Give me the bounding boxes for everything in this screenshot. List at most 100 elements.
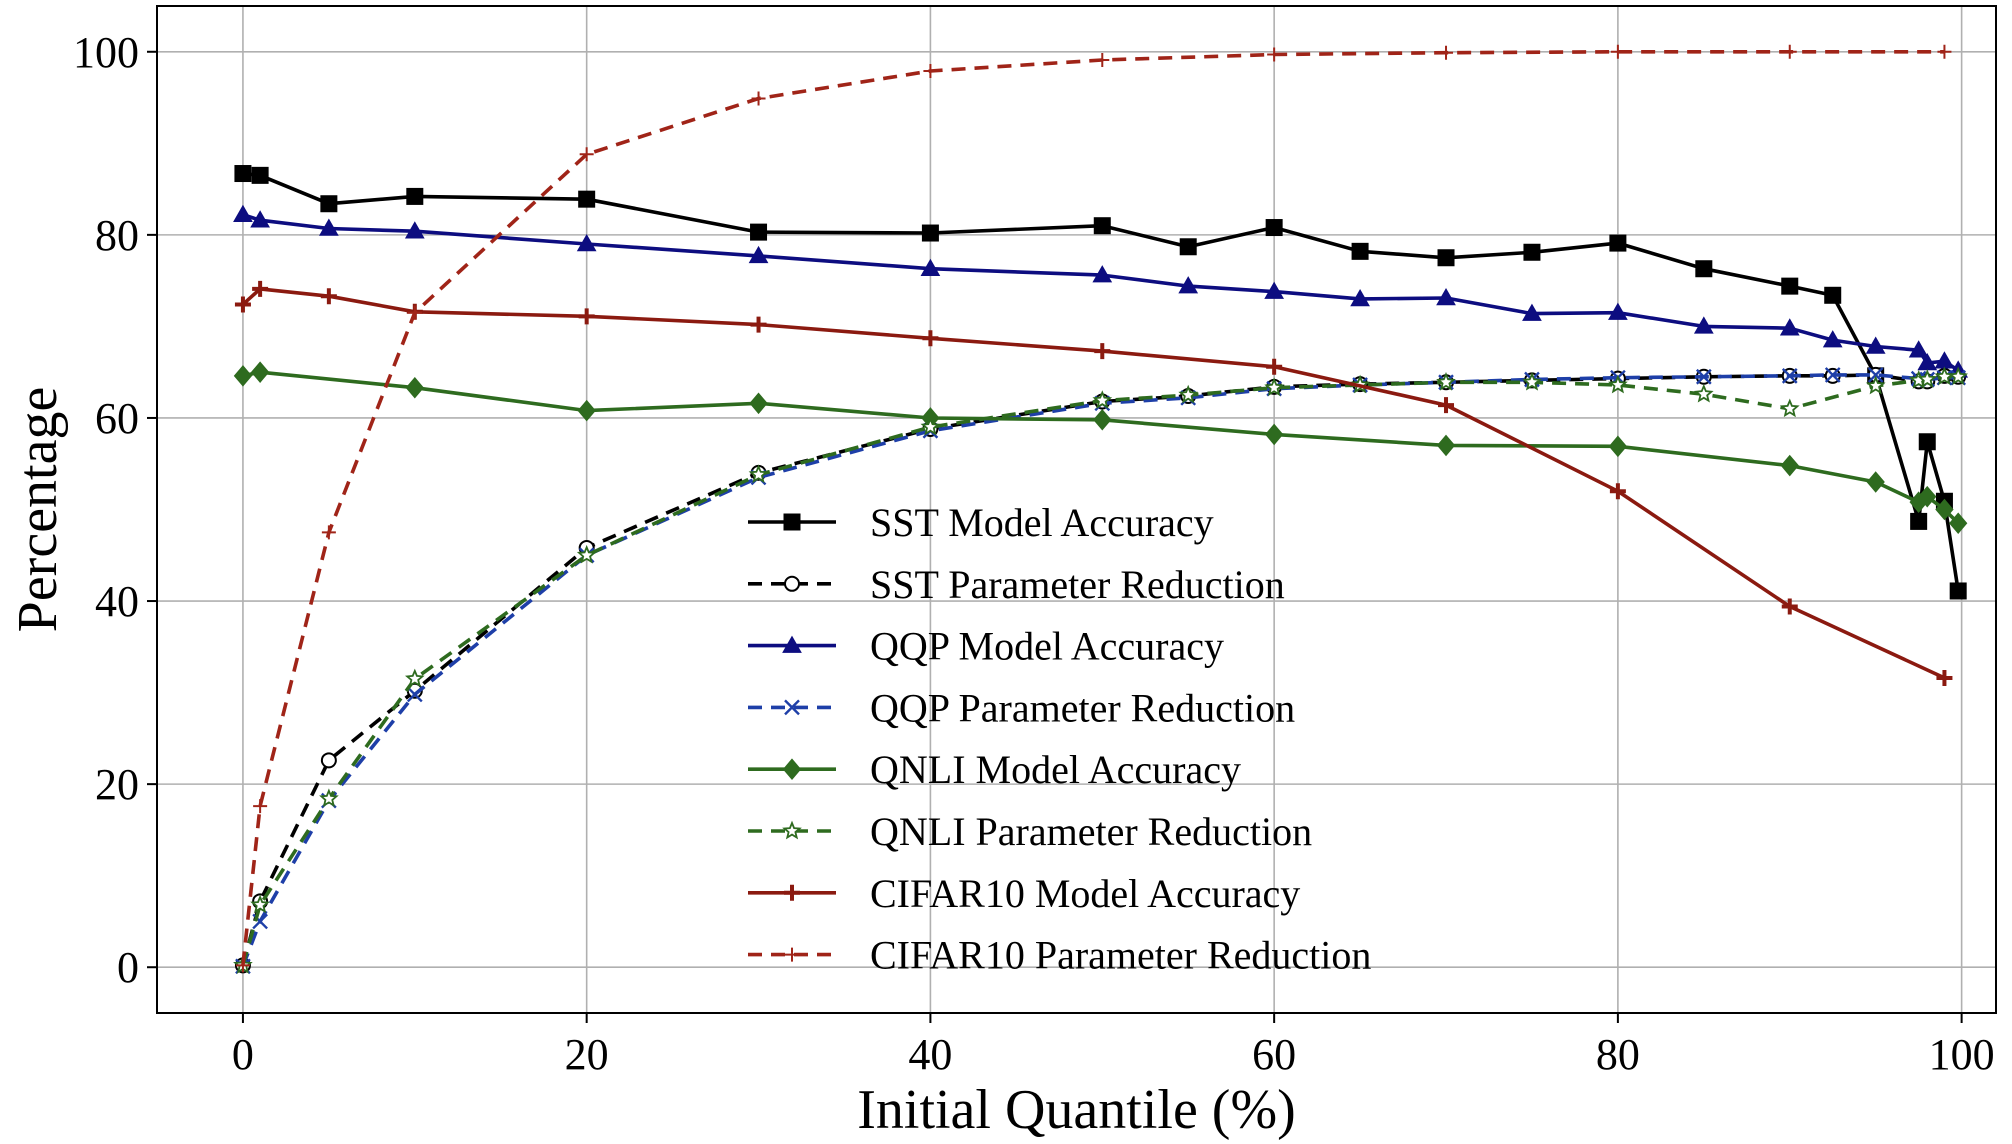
data-point	[407, 305, 422, 320]
series-line	[241, 373, 1959, 966]
legend-item: QNLI Model Accuracy	[748, 747, 1241, 792]
data-point	[252, 280, 269, 297]
data-point	[922, 330, 939, 347]
data-point	[1824, 367, 1841, 383]
y-tick-label: 80	[95, 211, 139, 260]
series-cifar10-parameter-reduction	[235, 44, 1952, 973]
data-point	[319, 218, 339, 236]
data-point	[1866, 471, 1885, 493]
data-point	[1267, 47, 1282, 62]
data-point	[320, 752, 337, 769]
series-line	[242, 212, 1960, 372]
y-tick-label: 60	[95, 394, 139, 443]
data-point	[750, 316, 767, 333]
x-axis-label: Initial Quantile (%)	[857, 1079, 1296, 1141]
legend-label: SST Model Accuracy	[870, 500, 1214, 545]
legend-item: CIFAR10 Model Accuracy	[748, 871, 1300, 916]
legend-marker	[784, 699, 800, 716]
data-point	[1351, 242, 1369, 260]
data-point	[751, 91, 766, 106]
legend-marker	[782, 635, 802, 653]
data-point	[1094, 343, 1111, 360]
data-point	[1693, 383, 1714, 403]
data-point	[1522, 372, 1542, 391]
x-tick-label: 100	[1929, 1030, 1995, 1079]
data-point	[1779, 318, 1800, 336]
data-point	[921, 224, 939, 242]
x-tick-label: 20	[565, 1030, 609, 1079]
series-qqp-model-accuracy	[233, 204, 1969, 378]
data-point	[577, 399, 596, 422]
data-point	[1867, 367, 1884, 383]
data-point	[1782, 44, 1797, 59]
y-tick-label: 40	[95, 577, 139, 626]
data-point	[1781, 367, 1798, 384]
x-tick-label: 0	[232, 1030, 254, 1079]
data-point	[1436, 434, 1456, 457]
data-point	[1266, 358, 1283, 375]
data-point	[1780, 454, 1799, 477]
data-point	[1949, 512, 1968, 535]
data-point	[1936, 669, 1953, 686]
data-point	[1523, 243, 1541, 261]
data-point	[1608, 302, 1628, 320]
legend-label: SST Parameter Reduction	[870, 562, 1285, 607]
data-point	[1918, 485, 1937, 508]
data-point	[748, 464, 769, 484]
legend-label: CIFAR10 Parameter Reduction	[870, 933, 1371, 978]
data-point	[1178, 384, 1199, 404]
series-cifar10-model-accuracy	[234, 280, 1953, 686]
legend-marker	[785, 947, 799, 962]
data-point	[1609, 483, 1626, 500]
data-point	[1179, 238, 1197, 256]
legend-label: QQP Parameter Reduction	[870, 685, 1295, 730]
x-tick-label: 60	[1252, 1030, 1296, 1079]
data-point	[1779, 398, 1800, 418]
data-point	[1265, 219, 1283, 237]
legend-marker	[782, 758, 802, 780]
data-point	[923, 63, 938, 78]
legend-label: QQP Model Accuracy	[870, 624, 1224, 669]
data-point	[250, 894, 270, 914]
data-point	[406, 187, 424, 205]
data-point	[1522, 303, 1542, 321]
data-point	[576, 234, 597, 252]
data-point	[748, 245, 769, 264]
data-point	[251, 166, 269, 184]
data-point	[576, 544, 597, 564]
data-point	[233, 204, 253, 222]
x-tick-label: 40	[908, 1030, 952, 1079]
data-point	[320, 288, 337, 305]
data-point	[1093, 217, 1111, 235]
x-tick-label: 80	[1596, 1030, 1640, 1079]
legend-label: QNLI Model Accuracy	[870, 747, 1241, 792]
legend-marker	[783, 513, 801, 531]
data-point	[749, 392, 768, 415]
legend-marker	[784, 884, 800, 901]
legend-label: CIFAR10 Model Accuracy	[870, 871, 1300, 916]
data-point	[320, 195, 338, 213]
data-point	[1695, 260, 1713, 278]
data-point	[1092, 265, 1113, 283]
data-point	[234, 296, 251, 313]
data-point	[1095, 53, 1110, 68]
data-point	[1437, 249, 1455, 267]
data-point	[920, 258, 941, 276]
data-point	[920, 416, 941, 436]
data-point	[1917, 369, 1938, 388]
data-point	[1948, 366, 1969, 386]
data-point	[1781, 277, 1799, 295]
data-point	[319, 788, 339, 808]
series-line	[241, 375, 1959, 966]
legend-item: CIFAR10 Parameter Reduction	[748, 933, 1371, 978]
legend-marker	[784, 575, 800, 592]
series-layer	[233, 44, 1969, 975]
data-point	[250, 361, 270, 383]
data-point	[1610, 44, 1625, 59]
data-point	[253, 799, 268, 814]
data-point	[1865, 336, 1886, 354]
series-line	[242, 171, 1960, 592]
data-point	[1949, 582, 1967, 600]
data-point	[1937, 44, 1952, 59]
